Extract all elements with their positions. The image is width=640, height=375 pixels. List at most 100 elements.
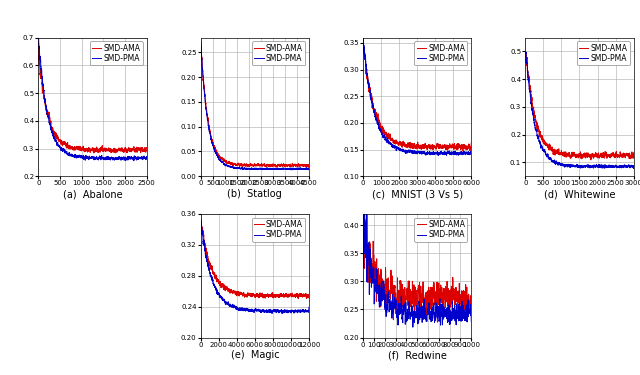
SMD-PMA — [288, 168, 296, 172]
SMD-PMA — [305, 168, 313, 172]
SMD-AMA — [295, 164, 303, 168]
SMD-PMA — [252, 308, 260, 313]
SMD-AMA — [238, 162, 246, 167]
SMD-AMA — [444, 303, 452, 308]
SMD-AMA — [300, 164, 307, 169]
SMD-PMA — [130, 158, 138, 163]
Line: SMD-PMA: SMD-PMA — [201, 220, 309, 314]
SMD-AMA — [359, 40, 367, 44]
SMD-PMA — [385, 140, 392, 144]
SMD-PMA — [131, 155, 139, 160]
SMD-PMA — [77, 155, 84, 159]
Line: SMD-PMA: SMD-PMA — [201, 42, 309, 170]
SMD-PMA — [294, 166, 302, 171]
SMD-AMA — [213, 279, 221, 283]
X-axis label: (c)  MNIST (3 Vs 5): (c) MNIST (3 Vs 5) — [372, 189, 463, 199]
SMD-AMA — [467, 309, 475, 313]
SMD-PMA — [568, 164, 575, 168]
SMD-AMA — [403, 291, 411, 296]
SMD-PMA — [616, 164, 624, 168]
SMD-PMA — [362, 206, 370, 211]
SMD-AMA — [305, 292, 313, 297]
Line: SMD-PMA: SMD-PMA — [525, 52, 634, 168]
SMD-PMA — [446, 317, 454, 322]
SMD-AMA — [407, 302, 415, 307]
X-axis label: (d)  Whitewine: (d) Whitewine — [544, 189, 615, 199]
Legend: SMD-AMA, SMD-PMA: SMD-AMA, SMD-PMA — [252, 217, 305, 242]
Line: SMD-AMA: SMD-AMA — [363, 181, 471, 322]
SMD-AMA — [540, 139, 548, 143]
SMD-AMA — [630, 150, 637, 155]
SMD-PMA — [385, 141, 393, 145]
SMD-PMA — [400, 149, 408, 154]
SMD-PMA — [409, 325, 417, 329]
SMD-PMA — [123, 156, 131, 160]
SMD-AMA — [628, 153, 636, 158]
SMD-PMA — [127, 156, 135, 160]
SMD-PMA — [407, 310, 415, 315]
SMD-PMA — [143, 154, 150, 159]
Legend: SMD-AMA, SMD-PMA: SMD-AMA, SMD-PMA — [577, 41, 630, 65]
SMD-AMA — [203, 248, 211, 252]
SMD-AMA — [522, 60, 529, 65]
SMD-PMA — [360, 38, 367, 43]
SMD-PMA — [300, 166, 307, 171]
SMD-AMA — [587, 158, 595, 162]
SMD-AMA — [294, 162, 302, 166]
SMD-PMA — [197, 223, 205, 227]
SMD-AMA — [90, 151, 98, 155]
SMD-PMA — [359, 39, 367, 43]
SMD-PMA — [35, 29, 42, 34]
SMD-PMA — [371, 297, 378, 302]
SMD-PMA — [630, 166, 637, 171]
SMD-AMA — [433, 320, 441, 324]
SMD-PMA — [630, 165, 637, 170]
SMD-PMA — [197, 217, 205, 222]
SMD-PMA — [254, 308, 262, 312]
SMD-AMA — [467, 141, 475, 145]
SMD-AMA — [359, 189, 367, 193]
SMD-AMA — [305, 165, 313, 170]
SMD-AMA — [568, 151, 575, 156]
SMD-AMA — [385, 136, 393, 141]
SMD-PMA — [305, 305, 313, 309]
SMD-AMA — [371, 273, 378, 278]
SMD-AMA — [385, 133, 392, 138]
SMD-PMA — [403, 319, 411, 323]
SMD-AMA — [563, 153, 571, 157]
X-axis label: (f)  Redwine: (f) Redwine — [388, 351, 447, 360]
SMD-PMA — [385, 139, 392, 144]
SMD-PMA — [37, 58, 45, 63]
SMD-AMA — [123, 149, 131, 154]
Line: SMD-PMA: SMD-PMA — [363, 209, 471, 327]
SMD-AMA — [254, 292, 262, 297]
Line: SMD-PMA: SMD-PMA — [363, 40, 471, 156]
SMD-PMA — [203, 254, 211, 258]
SMD-PMA — [278, 311, 286, 316]
SMD-AMA — [434, 304, 442, 308]
SMD-PMA — [467, 150, 475, 154]
Legend: SMD-AMA, SMD-PMA: SMD-AMA, SMD-PMA — [90, 41, 143, 65]
SMD-AMA — [35, 40, 42, 45]
SMD-PMA — [522, 50, 529, 54]
SMD-PMA — [534, 133, 541, 137]
SMD-PMA — [264, 166, 272, 171]
SMD-PMA — [444, 316, 452, 320]
SMD-PMA — [563, 163, 571, 167]
SMD-PMA — [262, 308, 270, 312]
SMD-PMA — [467, 151, 474, 156]
SMD-PMA — [628, 164, 636, 168]
SMD-AMA — [360, 179, 367, 183]
SMD-AMA — [408, 143, 415, 147]
SMD-PMA — [295, 166, 303, 171]
SMD-AMA — [127, 147, 135, 152]
SMD-PMA — [197, 39, 205, 44]
Line: SMD-AMA: SMD-AMA — [38, 43, 147, 153]
SMD-AMA — [459, 149, 467, 153]
SMD-PMA — [467, 319, 475, 324]
SMD-AMA — [210, 144, 218, 148]
SMD-PMA — [540, 148, 548, 153]
SMD-AMA — [400, 142, 408, 146]
SMD-AMA — [446, 295, 454, 300]
SMD-AMA — [262, 293, 270, 297]
